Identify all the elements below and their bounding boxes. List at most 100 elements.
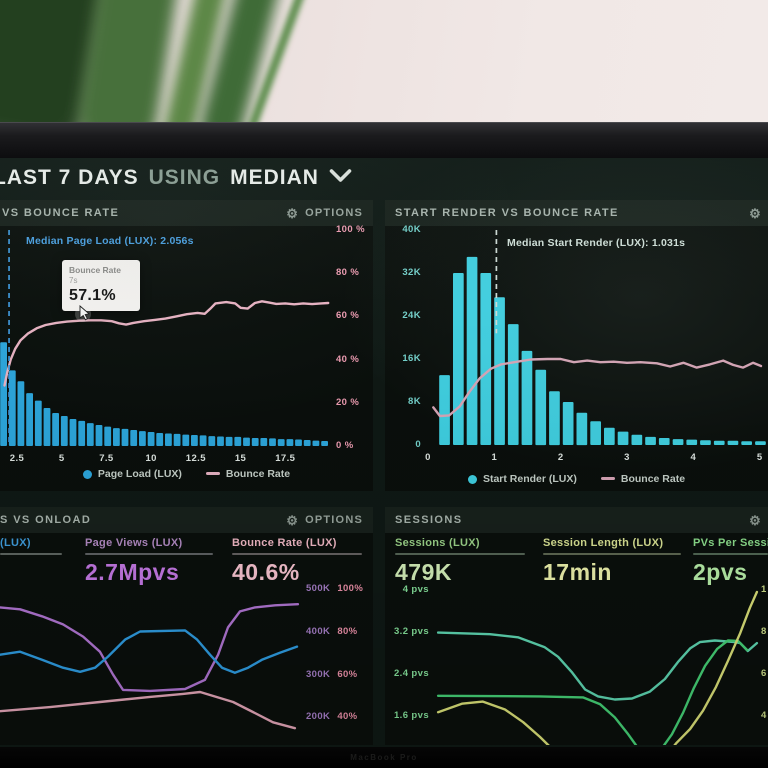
bar xyxy=(165,433,172,446)
metric-label: Page Views (LUX) xyxy=(85,537,183,549)
using-label: USING xyxy=(148,166,221,189)
bar xyxy=(78,420,86,446)
axis-tick: 24K xyxy=(402,310,421,321)
axis-tick: 2 xyxy=(557,452,564,463)
metric-label: Sessions (LUX) xyxy=(395,537,480,549)
bar xyxy=(617,431,629,445)
median-annotation: Median Page Load (LUX): 2.056s xyxy=(26,235,194,247)
bar xyxy=(453,273,464,445)
panel-title: SESSIONS xyxy=(395,514,463,526)
bar xyxy=(631,434,643,445)
axis-tick: 5 xyxy=(756,452,763,463)
panel-vs-onload: S VS ONLOAD ⚙ OPTIONS (LUX) Page Views (… xyxy=(0,507,373,745)
panel-page-load-vs-bounce: VS BOUNCE RATE ⚙ OPTIONS Median Page Loa… xyxy=(0,200,373,491)
bar xyxy=(86,423,94,446)
chart-legend: Page Load (LUX) Bounce Rate xyxy=(0,468,373,480)
bar xyxy=(0,342,8,446)
tooltip-x-value: 7s xyxy=(69,276,78,285)
axis-tick: 4 xyxy=(761,710,767,722)
bar xyxy=(277,439,285,446)
panel-header: S VS ONLOAD ⚙ OPTIONS xyxy=(0,507,373,533)
metric-underline xyxy=(232,553,362,555)
bar xyxy=(234,436,242,446)
axis-tick: 60 % xyxy=(336,310,360,322)
options-button[interactable]: ⚙ xyxy=(749,200,762,226)
bar xyxy=(672,439,684,445)
line-series xyxy=(0,602,300,693)
panel-header: SESSIONS ⚙ xyxy=(385,507,768,533)
axis-tick: 17.5 xyxy=(275,453,296,464)
gear-icon: ⚙ xyxy=(749,512,762,528)
legend-line-icon xyxy=(600,476,615,480)
start-render-histogram-chart[interactable] xyxy=(385,200,768,491)
metric-value: 2.7Mpvs xyxy=(85,559,180,585)
panel-header: START RENDER VS BOUNCE RATE ⚙ xyxy=(385,200,768,226)
chevron-down-icon[interactable] xyxy=(329,168,352,188)
options-button[interactable]: ⚙ xyxy=(749,507,762,533)
bar xyxy=(269,438,276,446)
axis-tick: 4 pvs xyxy=(402,583,429,595)
axis-tick: 200K 40% xyxy=(306,711,358,723)
bar xyxy=(312,440,320,446)
chart-legend: Start Render (LUX) Bounce Rate xyxy=(385,473,768,485)
axis-tick: 6 xyxy=(761,668,767,680)
axis-tick: 400K 80% xyxy=(306,625,358,637)
panel-sessions: SESSIONS ⚙ Sessions (LUX) 479K Session L… xyxy=(385,507,768,745)
bar xyxy=(139,431,146,446)
line-series xyxy=(3,300,330,387)
bar xyxy=(286,439,294,446)
panel-title: VS BOUNCE RATE xyxy=(2,207,120,219)
axis-tick: 500K 100% xyxy=(306,583,364,595)
axis-tick: 80 % xyxy=(336,267,360,279)
date-range-label: LAST 7 DAYS xyxy=(0,166,139,189)
axis-tick: 8 xyxy=(761,626,767,638)
legend-item: Bounce Rate xyxy=(205,468,291,480)
bar xyxy=(199,435,207,446)
line-series xyxy=(436,639,749,745)
axis-tick: 40K xyxy=(402,224,421,235)
metric-underline xyxy=(543,553,681,555)
gear-icon: ⚙ xyxy=(286,205,300,221)
axis-tick: 5 xyxy=(58,453,65,464)
legend-line-icon xyxy=(205,471,220,475)
axis-tick: 3.2 pvs xyxy=(393,626,429,638)
bar xyxy=(173,433,181,446)
panel-start-render-vs-bounce: START RENDER VS BOUNCE RATE ⚙ Median Sta… xyxy=(385,200,768,491)
bar xyxy=(713,440,725,445)
bar xyxy=(741,441,752,445)
axis-tick: 16K xyxy=(402,353,421,364)
panel-title: START RENDER VS BOUNCE RATE xyxy=(395,207,619,219)
bar xyxy=(156,433,164,446)
metric-value: 2pvs xyxy=(693,559,748,585)
bar xyxy=(521,350,533,445)
bar xyxy=(549,391,560,446)
sessions-lines-chart[interactable] xyxy=(385,507,768,745)
tooltip-value: 57.1% xyxy=(69,287,116,304)
bar xyxy=(113,428,120,446)
onload-lines-chart[interactable] xyxy=(0,507,373,745)
legend-item: Bounce Rate xyxy=(600,473,685,485)
panel-header: VS BOUNCE RATE ⚙ OPTIONS xyxy=(0,200,373,226)
bar xyxy=(562,402,574,445)
legend-label: Start Render (LUX) xyxy=(482,473,577,485)
bar xyxy=(243,437,250,446)
line-series xyxy=(436,590,759,745)
bar xyxy=(17,381,25,446)
date-range-selector[interactable]: LAST 7 DAYS USING MEDIAN xyxy=(0,166,352,190)
bar xyxy=(130,430,138,446)
dashboard-screen: LAST 7 DAYS USING MEDIAN VS BOUNCE RATE … xyxy=(0,158,768,747)
bar xyxy=(645,436,656,445)
legend-label: Bounce Rate xyxy=(225,468,291,480)
page-load-histogram-chart[interactable] xyxy=(0,200,373,491)
legend-item: Page Load (LUX) xyxy=(82,468,182,480)
options-label: OPTIONS xyxy=(305,514,363,526)
legend-item: Start Render (LUX) xyxy=(467,473,577,485)
bar xyxy=(686,439,698,445)
median-annotation: Median Start Render (LUX): 1.031s xyxy=(507,237,686,249)
options-button[interactable]: ⚙ OPTIONS xyxy=(286,200,363,226)
chart-tooltip: Bounce Rate 7s 57.1% xyxy=(62,260,140,311)
bar xyxy=(700,440,711,445)
options-button[interactable]: ⚙ OPTIONS xyxy=(286,507,363,533)
metric-label: Session Length (LUX) xyxy=(543,537,664,549)
